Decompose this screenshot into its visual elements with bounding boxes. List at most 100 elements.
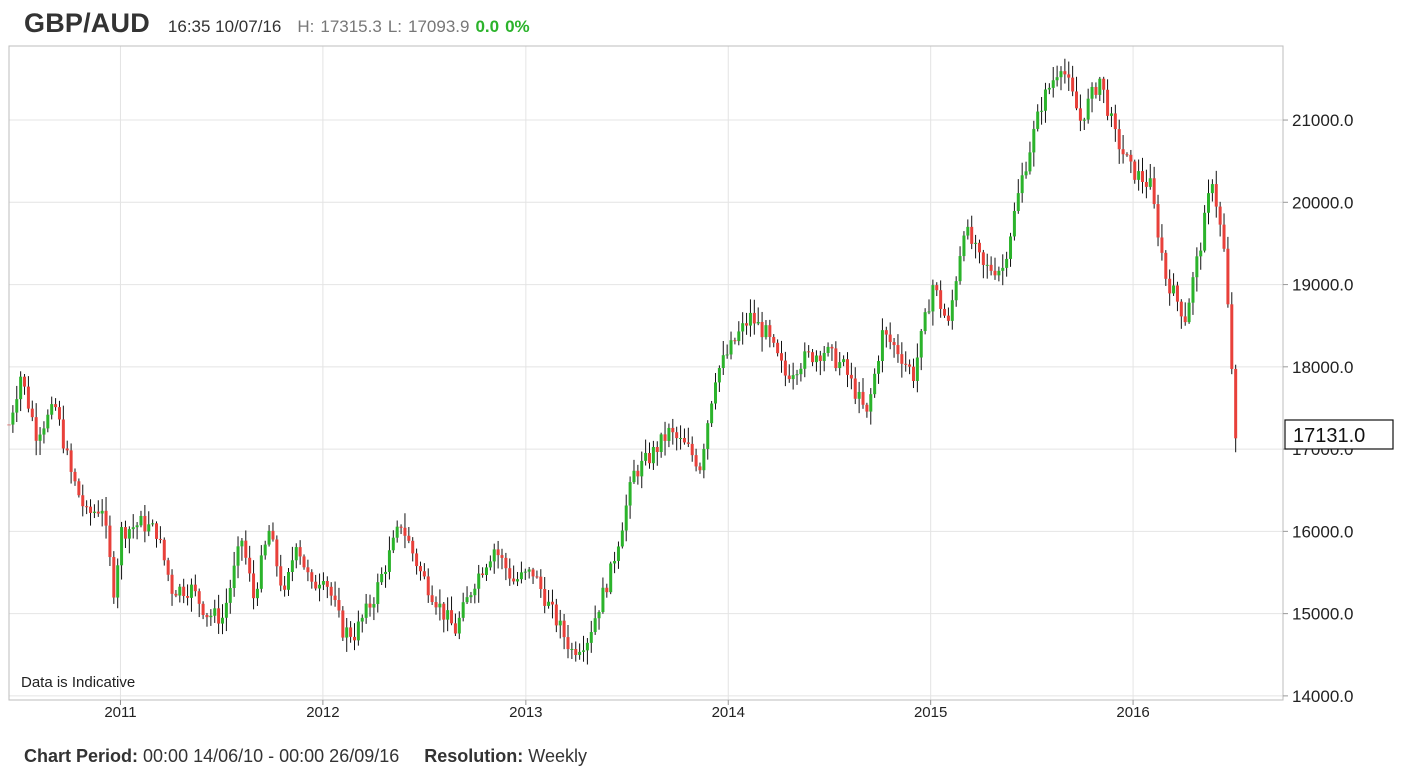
- candle-body: [302, 556, 306, 568]
- candle-body: [422, 571, 426, 577]
- candle-body: [574, 649, 578, 655]
- candle-body: [477, 573, 481, 589]
- candle-body: [822, 352, 826, 362]
- candle-body: [166, 560, 170, 575]
- x-tick-label: 2014: [712, 704, 745, 721]
- x-tick-label: 2013: [509, 704, 542, 721]
- candle-body: [1082, 119, 1086, 121]
- candle-body: [644, 452, 648, 461]
- y-tick-label: 19000.0: [1292, 276, 1353, 295]
- candle-body: [484, 567, 488, 575]
- candle-body: [57, 407, 61, 420]
- candle-body: [865, 404, 869, 412]
- candle-body: [450, 610, 454, 624]
- candle-body: [341, 610, 345, 638]
- candlestick-chart[interactable]: 2011 2012 2013 2014 2015 2016 14000.0 15000.0 1…: [0, 0, 1404, 745]
- candle-body: [845, 359, 849, 375]
- candle-body: [605, 587, 609, 593]
- candle-body: [170, 574, 174, 594]
- candle-body: [321, 581, 325, 585]
- chart-footer: Chart Period: 00:00 14/06/10 - 00:00 26/…: [24, 746, 587, 767]
- candle-body: [352, 636, 356, 641]
- candle-body: [791, 375, 795, 380]
- candle-body: [473, 588, 477, 596]
- candle-body: [1214, 184, 1218, 207]
- plot-frame: [8, 45, 1284, 701]
- candle-body: [1187, 302, 1191, 323]
- candle-body: [217, 608, 221, 624]
- candle-body: [349, 627, 353, 637]
- candle-body: [221, 617, 225, 624]
- candle-body: [232, 565, 236, 589]
- candle-body: [360, 617, 364, 622]
- candle-body: [461, 602, 465, 618]
- candle-body: [908, 364, 912, 367]
- candle-body: [116, 565, 120, 598]
- candle-body: [616, 546, 620, 561]
- candle-body: [989, 264, 993, 271]
- resolution-value: Weekly: [528, 746, 587, 766]
- candle-body: [752, 312, 756, 324]
- candle-body: [244, 540, 248, 558]
- candle-body: [884, 330, 888, 335]
- candle-body: [318, 584, 322, 589]
- candle-body: [857, 391, 861, 399]
- candle-body: [69, 450, 73, 472]
- candle-body: [151, 523, 155, 525]
- candle-body: [65, 448, 69, 451]
- candle-body: [1234, 368, 1238, 439]
- candle-body: [923, 312, 927, 332]
- candle-body: [915, 357, 919, 381]
- low-value: 17093.9: [408, 17, 470, 36]
- candle-body: [779, 353, 783, 361]
- y-tick-label: 14000.0: [1292, 687, 1353, 706]
- candle-body: [710, 403, 714, 424]
- candle-body: [240, 540, 244, 547]
- candle-body: [570, 649, 574, 651]
- candle-body: [411, 540, 415, 554]
- candle-body: [523, 571, 527, 573]
- candle-body: [387, 550, 391, 572]
- candle-body: [197, 591, 201, 604]
- candle-body: [42, 428, 46, 435]
- candle-body: [186, 596, 190, 598]
- candle-body: [418, 566, 422, 572]
- candle-body: [201, 603, 205, 616]
- candle-body: [1055, 77, 1059, 81]
- candle-body: [950, 300, 954, 321]
- candle-body: [714, 382, 718, 404]
- candle-body: [457, 617, 461, 634]
- candle-body: [345, 627, 349, 638]
- candle-body: [1179, 301, 1183, 317]
- candle-body: [663, 434, 667, 441]
- candle-body: [1024, 171, 1028, 176]
- candle-body: [904, 363, 908, 365]
- candle-body: [155, 523, 159, 539]
- candle-body: [1078, 108, 1082, 121]
- candle-body: [977, 242, 981, 253]
- candle-body: [391, 537, 395, 551]
- candle-body: [651, 447, 655, 464]
- candle-body: [189, 584, 193, 598]
- candle-body: [61, 419, 65, 449]
- candle-body: [593, 618, 597, 633]
- x-tick-label: 2011: [104, 704, 136, 721]
- candle-body: [23, 376, 27, 387]
- y-axis: 14000.015000.016000.017000.018000.019000…: [1283, 111, 1353, 706]
- candle-body: [869, 394, 873, 412]
- candle-body: [900, 354, 904, 364]
- candle-body: [263, 544, 267, 556]
- candle-body: [873, 373, 877, 395]
- candle-body: [209, 615, 213, 618]
- candle-body: [337, 600, 341, 611]
- candle-body: [624, 505, 628, 531]
- candle-body: [481, 573, 485, 575]
- candle-body: [760, 321, 764, 338]
- candle-body: [679, 437, 683, 439]
- candle-body: [162, 539, 166, 561]
- candle-body: [764, 325, 768, 338]
- candle-body: [236, 546, 240, 566]
- candle-body: [745, 323, 749, 326]
- candle-body: [1028, 152, 1032, 172]
- candle-body: [566, 637, 570, 650]
